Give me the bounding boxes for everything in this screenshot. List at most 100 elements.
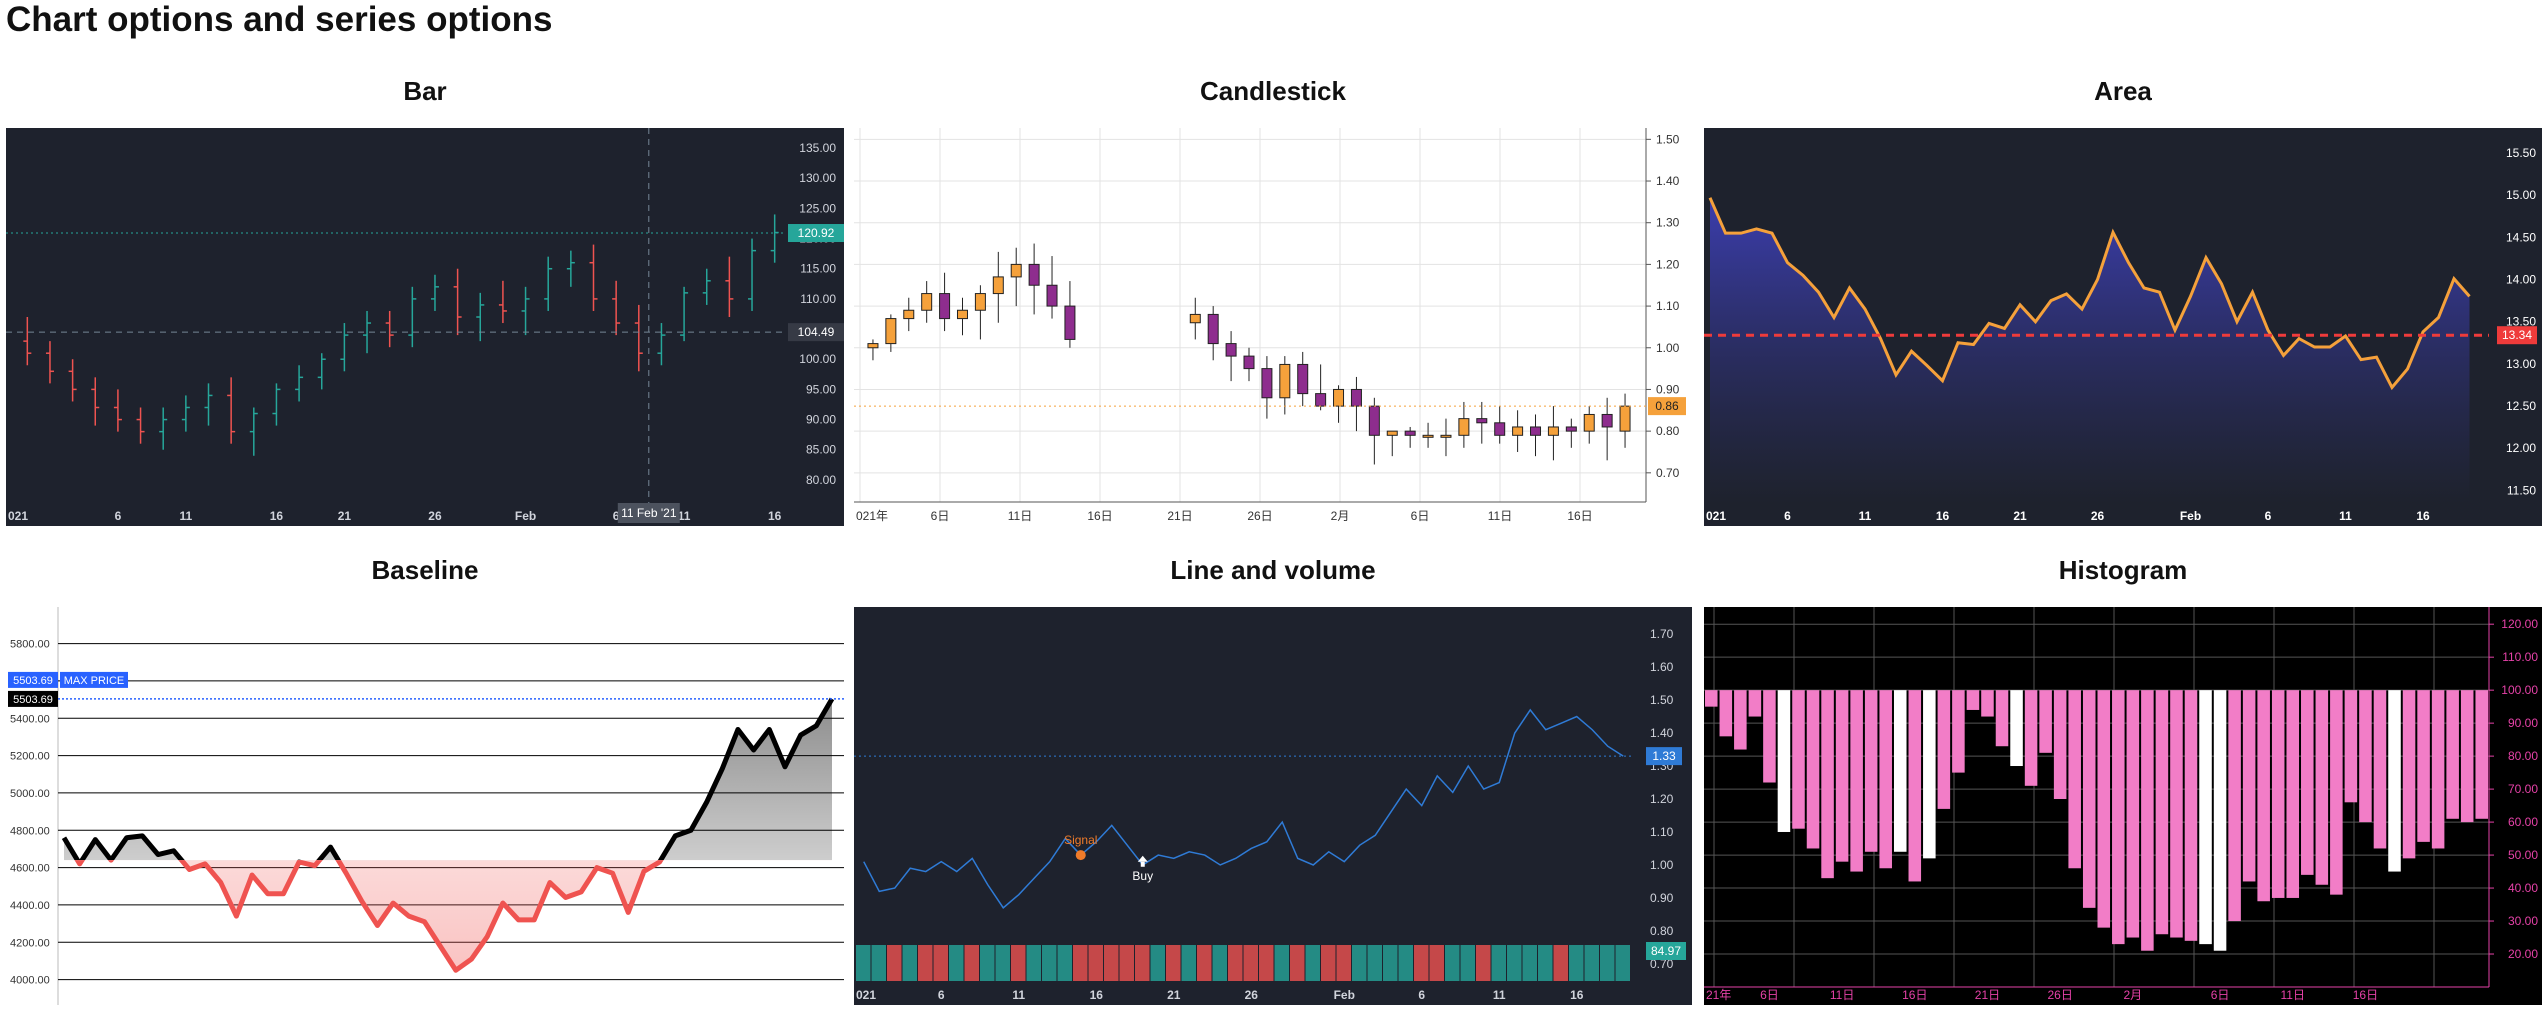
histogram-chart[interactable]: 120.00 110.00 100.00 90.00 80.00 70.00 60.00 50… xyxy=(1704,607,2542,1005)
price-line xyxy=(863,708,1624,909)
y-tick-label: 1.40 xyxy=(1650,726,1674,740)
candle-body xyxy=(1189,313,1201,324)
histogram-bar xyxy=(2141,690,2154,951)
y-tick-label: 0.90 xyxy=(1656,382,1680,396)
last-price-label: 5503.69 xyxy=(13,694,53,706)
bar-chart[interactable]: 135.00130.00125.00120.00115.00110.00105.… xyxy=(6,128,844,526)
baseline-below-group xyxy=(64,860,832,973)
line-volume-chart[interactable]: 1.70 1.60 1.50 1.40 1.30 1.20 1.10 1.00 0.90 0.80… xyxy=(854,607,1692,1005)
buy-arrow-icon xyxy=(1137,855,1148,862)
histogram-bar xyxy=(2330,690,2343,895)
area-chart[interactable]: 15.50 15.00 14.50 14.00 13.50 13.00 12.50 12.00… xyxy=(1704,128,2542,526)
volume-bar xyxy=(871,945,886,981)
last-price-label-bg xyxy=(1648,397,1686,416)
volume-bar xyxy=(1615,945,1630,981)
volume-bar xyxy=(887,945,902,981)
line-volume-chart-canvas[interactable]: 1.701.601.501.401.301.201.101.000.900.80… xyxy=(854,607,1692,1005)
volume-bar xyxy=(1538,945,1553,981)
y-tick-label: 110.00 xyxy=(2502,650,2538,664)
candlestick-chart-canvas[interactable]: 1.50 1.40 1.30 1.20 1.10 1.00 0.90 0.80 0.70 021年… xyxy=(854,128,1692,526)
x-tick-label: 21日 xyxy=(1167,509,1192,523)
y-tick-label: 15.50 xyxy=(2506,146,2536,160)
y-tick-label: 135.00 xyxy=(799,141,836,155)
y-tick-label: 1.40 xyxy=(1656,174,1680,188)
x-tick-label: 26日 xyxy=(1247,509,1272,523)
y-tick-label: 120.00 xyxy=(2501,617,2538,631)
histogram-bar xyxy=(2053,690,2067,799)
histogram-bar xyxy=(2301,690,2314,875)
y-tick-label: 0.80 xyxy=(1650,924,1674,938)
candle-body xyxy=(1512,426,1524,436)
area-chart-canvas[interactable]: 15.50 15.00 14.50 14.00 13.50 13.00 12.50 12.00… xyxy=(1704,128,2542,526)
histogram-bar xyxy=(2271,690,2285,898)
x-tick-label: 26 xyxy=(428,509,442,523)
chart-title-bar: Bar xyxy=(403,76,447,106)
histogram-bar xyxy=(2373,690,2387,849)
buy-marker-label: Buy xyxy=(1132,869,1153,883)
y-tick-label: 20.00 xyxy=(2508,947,2538,961)
candle-body xyxy=(1279,363,1291,399)
candle-body xyxy=(1225,343,1237,357)
x-tick-label: 16日 xyxy=(1567,509,1592,523)
x-tick-label: Feb xyxy=(1334,988,1355,1002)
y-tick-label: 1.30 xyxy=(1656,216,1680,230)
bar-chart-canvas[interactable]: 135.00130.00125.00120.00115.00110.00105.… xyxy=(6,128,844,526)
candle-body xyxy=(867,343,879,349)
y-tick-label: 1.70 xyxy=(1650,627,1674,641)
histogram-bar xyxy=(1777,690,1791,832)
x-tick-label: 16日 xyxy=(2353,988,2378,1002)
x-tick-label: 6 xyxy=(938,988,945,1002)
y-tick-label: 1.50 xyxy=(1656,132,1680,146)
histogram-bar xyxy=(2344,690,2358,803)
volume-bar xyxy=(1398,945,1413,981)
y-tick-label: 80.00 xyxy=(2508,749,2538,763)
y-tick-label: 100.00 xyxy=(799,352,836,366)
candle-body xyxy=(1583,413,1595,432)
candle-body xyxy=(939,293,951,320)
volume-bar xyxy=(1367,945,1382,981)
histogram-bar xyxy=(2155,690,2169,935)
baseline-chart-canvas[interactable]: 5800.005600.005400.005200.005000.004800.… xyxy=(6,607,844,1005)
page-title: Chart options and series options xyxy=(6,0,553,39)
histogram-bar xyxy=(2431,690,2445,849)
histogram-bar xyxy=(2199,690,2212,945)
histogram-bar xyxy=(2228,690,2241,922)
volume-bar xyxy=(1042,945,1057,981)
candle-body xyxy=(1010,263,1022,278)
x-tick-label: 21年 xyxy=(1706,988,1731,1002)
candle-body xyxy=(1368,405,1380,436)
candle-body xyxy=(903,309,915,320)
last-price-label-bg xyxy=(2497,326,2537,345)
histogram-bar xyxy=(2024,690,2038,786)
baseline-chart[interactable]: 5800.005600.005400.005200.005000.004800.… xyxy=(6,607,844,1005)
x-tick-label: 21 xyxy=(1167,988,1181,1002)
candle-body xyxy=(1315,393,1327,407)
crosshair-price-label: 104.49 xyxy=(798,325,835,339)
histogram-bar xyxy=(2068,690,2081,869)
histogram-bar xyxy=(1748,690,1762,717)
x-tick-label: 21 xyxy=(338,509,352,523)
histogram-bar xyxy=(2475,690,2488,819)
volume-bar xyxy=(1414,945,1429,981)
candle-body xyxy=(1440,434,1452,438)
last-price-label-bg xyxy=(1646,747,1682,766)
y-tick-label: 5200.00 xyxy=(10,751,50,763)
x-tick-label: 11 xyxy=(678,509,691,523)
y-tick-label: 110.00 xyxy=(800,292,836,306)
volume-bar xyxy=(933,945,948,981)
candle-body xyxy=(974,293,986,311)
x-tick-label: 6 xyxy=(1784,509,1791,523)
y-tick-label: 95.00 xyxy=(806,382,836,396)
histogram-chart-canvas[interactable]: 120.00 110.00 100.00 90.00 80.00 70.00 60.00 50… xyxy=(1704,607,2542,1005)
candle-body xyxy=(1297,363,1309,395)
histogram-bar xyxy=(2257,690,2270,902)
y-tick-label: 4000.00 xyxy=(10,975,50,987)
y-tick-label: 1.10 xyxy=(1656,299,1680,313)
histogram-bar xyxy=(2170,690,2183,938)
last-price-label-bg xyxy=(788,224,844,243)
y-tick-label: 125.00 xyxy=(799,201,836,215)
candlestick-chart[interactable]: 1.50 1.40 1.30 1.20 1.10 1.00 0.90 0.80 0.70 021年… xyxy=(854,128,1692,526)
y-tick-label: 85.00 xyxy=(806,443,836,457)
last-volume-label: 84.97 xyxy=(1651,944,1681,958)
candle-body xyxy=(1028,263,1040,286)
